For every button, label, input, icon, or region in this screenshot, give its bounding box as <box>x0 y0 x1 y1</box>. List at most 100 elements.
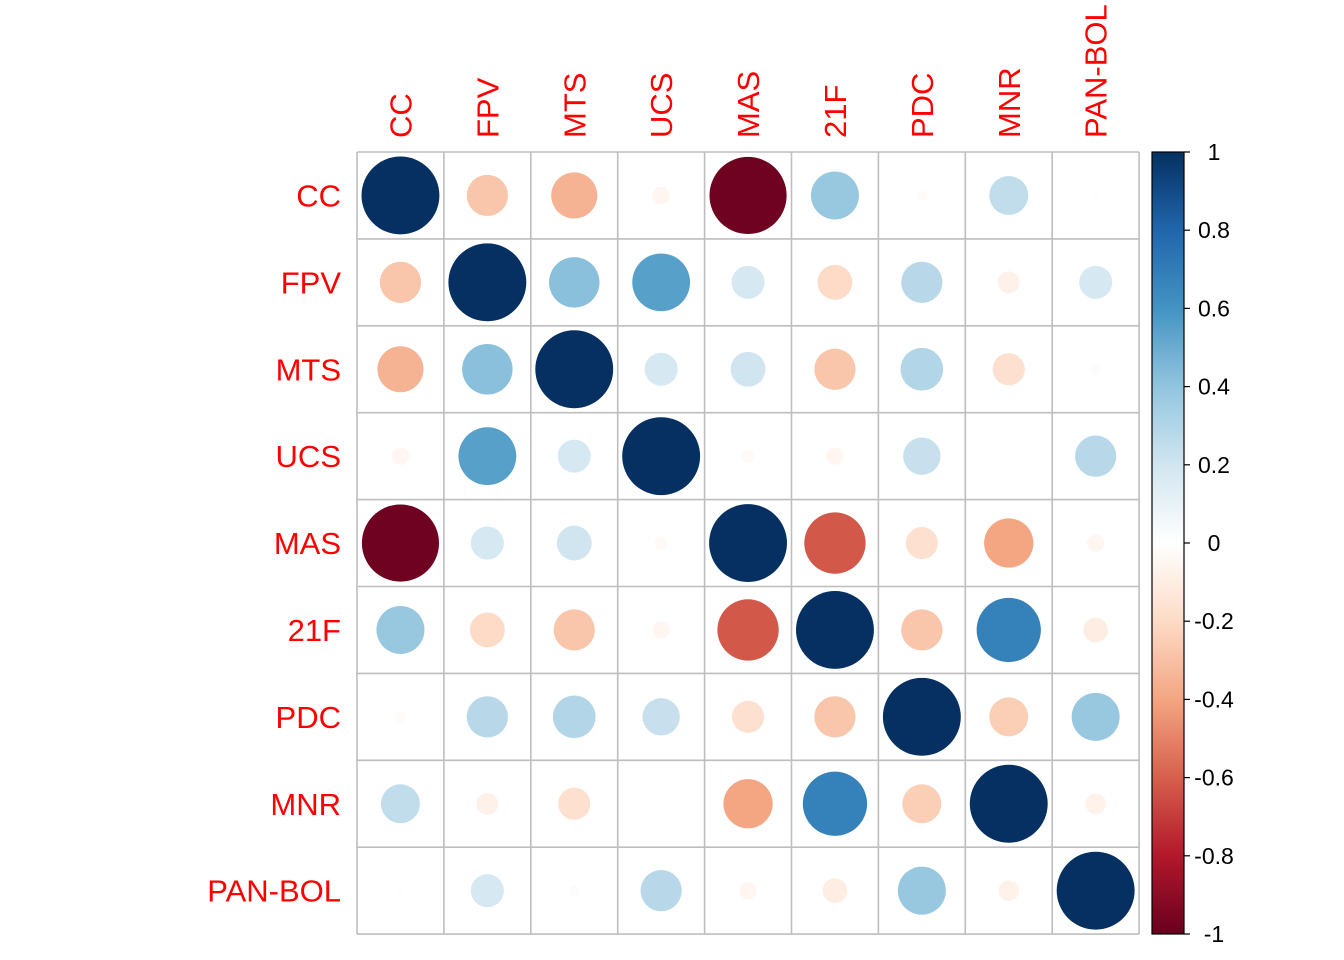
corr-circle-ucs-21f <box>826 447 844 465</box>
corr-circle-21f-mts <box>553 609 595 651</box>
corr-circle-pdc-21f <box>814 696 856 738</box>
corr-circle-21f-ucs <box>652 621 670 639</box>
colorbar-tick-label: 0.8 <box>1198 217 1230 243</box>
corr-circle-fpv-mts <box>549 257 600 308</box>
corr-circle-mts-mts <box>535 330 614 409</box>
corr-circle-fpv-mnr <box>997 271 1020 294</box>
corr-circle-pdc-pan-bol <box>1071 692 1120 741</box>
corr-circle-mas-pan-bol <box>1086 534 1105 552</box>
corr-circle-mts-ucs <box>644 352 678 386</box>
row-label-cc: CC <box>296 178 341 213</box>
corr-circle-cc-pdc <box>916 189 928 201</box>
corr-circle-mas-ucs <box>654 536 668 550</box>
corr-circle-mas-pdc <box>905 526 938 560</box>
corr-circle-21f-fpv <box>469 612 505 648</box>
corr-circle-pan-bol-ucs <box>640 870 682 912</box>
colorbar-tick-label: 0 <box>1208 530 1221 556</box>
row-label-fpv: FPV <box>281 265 342 300</box>
corr-circle-cc-mts <box>551 172 598 219</box>
corr-circle-pdc-fpv <box>466 696 508 738</box>
matrix-grid <box>356 151 1140 935</box>
corr-circle-mas-cc <box>361 504 440 582</box>
corr-circle-mas-mnr <box>984 518 1034 568</box>
row-label-ucs: UCS <box>276 439 341 474</box>
colorbar-gradient <box>1152 152 1184 934</box>
corr-circle-ucs-cc <box>391 447 410 465</box>
corr-circle-pdc-mas <box>731 700 765 733</box>
row-labels: CC FPV MTS UCS MAS 21F PDC MNR PAN-BOL <box>207 178 341 908</box>
corr-circle-ucs-pan-bol <box>1075 435 1117 477</box>
colorbar-tick-label: 1 <box>1208 139 1221 165</box>
corr-circle-pdc-mts <box>552 695 596 739</box>
corr-circle-21f-pan-bol <box>1083 617 1108 643</box>
corr-circle-pan-bol-fpv <box>470 874 504 908</box>
corr-circle-mas-fpv <box>470 526 504 560</box>
corr-circle-mnr-21f <box>802 771 868 836</box>
row-label-mas: MAS <box>274 526 341 561</box>
colorbar-tick-label: -0.8 <box>1194 843 1234 869</box>
corr-circle-pan-bol-cc <box>396 886 405 895</box>
corr-circle-ucs-ucs <box>622 417 701 496</box>
corr-circle-fpv-mas <box>731 265 765 299</box>
corr-circle-fpv-fpv <box>448 243 527 322</box>
col-label-ucs: UCS <box>644 73 679 138</box>
colorbar-tick-label: 0.4 <box>1198 374 1230 400</box>
col-label-21f: 21F <box>818 85 853 138</box>
corr-circle-21f-mnr <box>976 597 1041 663</box>
corr-circle-mts-fpv <box>462 344 513 395</box>
col-label-fpv: FPV <box>470 77 505 138</box>
column-labels: CC FPV MTS UCS MAS 21F PDC MNR PAN-BOL <box>383 4 1113 138</box>
corr-circle-21f-mas <box>717 599 779 661</box>
corr-circle-cc-cc <box>361 156 440 235</box>
corr-circle-mas-21f <box>804 512 866 574</box>
corr-circle-ucs-mts <box>557 439 591 473</box>
col-label-mts: MTS <box>557 73 592 138</box>
corr-circle-mnr-pan-bol <box>1085 793 1106 815</box>
corr-circle-pan-bol-pdc <box>897 866 946 915</box>
corr-circle-cc-mas <box>709 156 787 235</box>
color-legend: 1 0.8 0.6 0.4 0.2 0 -0.2 -0.4 -0.6 -0.8 -1 <box>1151 139 1234 947</box>
colorbar-tick-label: 0.6 <box>1198 295 1230 321</box>
corr-circle-21f-21f <box>796 591 874 669</box>
corr-circle-ucs-fpv <box>458 427 517 486</box>
corr-circle-pan-bol-mnr <box>998 880 1020 901</box>
corr-circle-fpv-pdc <box>901 261 943 303</box>
corr-circle-pdc-mnr <box>989 697 1029 737</box>
corr-circle-mas-mts <box>556 525 592 561</box>
corr-circle-cc-fpv <box>466 174 508 217</box>
corr-circle-fpv-pan-bol <box>1079 265 1113 299</box>
row-label-21f: 21F <box>288 613 341 648</box>
corr-circle-pdc-pdc <box>882 677 961 756</box>
corr-circle-mts-21f <box>814 348 856 390</box>
corr-circle-pan-bol-21f <box>822 878 848 903</box>
corr-circle-pdc-cc <box>394 711 406 723</box>
corr-circle-mts-mas <box>730 351 766 387</box>
row-label-pan-bol: PAN-BOL <box>207 874 341 909</box>
corr-circle-fpv-21f <box>817 264 853 300</box>
corr-circle-mas-mas <box>709 504 787 582</box>
corr-circle-21f-pdc <box>901 609 943 651</box>
corr-circle-ucs-mas <box>741 449 755 463</box>
corr-circle-mnr-pdc <box>902 784 942 824</box>
corr-circle-cc-mnr <box>989 175 1029 215</box>
corr-circle-21f-cc <box>376 605 425 654</box>
corr-circle-fpv-cc <box>379 261 422 303</box>
corr-circle-mts-mnr <box>992 353 1025 386</box>
colorbar-tick-label: -1 <box>1204 921 1224 947</box>
colorbar-tick-label: -0.6 <box>1194 765 1234 791</box>
corr-circle-mnr-mnr <box>969 764 1048 843</box>
col-label-pdc: PDC <box>905 73 940 138</box>
corr-circle-mnr-mts <box>558 787 591 820</box>
corr-circle-mnr-cc <box>380 784 420 824</box>
corr-circle-cc-pan-bol <box>1091 191 1100 200</box>
corr-circle-pan-bol-pan-bol <box>1056 851 1135 930</box>
col-label-mnr: MNR <box>992 67 1027 138</box>
corr-circle-mts-pan-bol <box>1090 363 1102 375</box>
corr-circle-pdc-ucs <box>642 698 680 736</box>
corr-circle-mts-pdc <box>900 347 944 391</box>
row-label-pdc: PDC <box>276 700 341 735</box>
colorbar-tick-label: 0.2 <box>1198 452 1230 478</box>
correlation-circles <box>361 156 1135 930</box>
colorbar-tick-label: -0.2 <box>1194 608 1234 634</box>
